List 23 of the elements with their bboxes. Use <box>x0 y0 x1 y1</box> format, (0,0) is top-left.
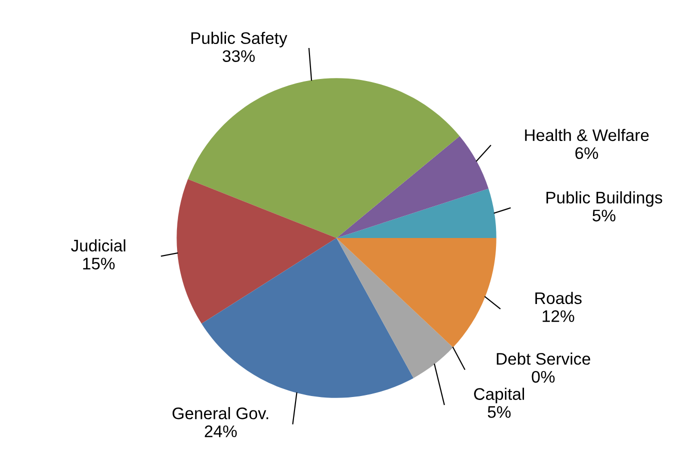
data-label: 33% <box>222 50 255 62</box>
legend-label: Debt Service <box>496 352 590 365</box>
data-label: 5% <box>488 406 511 418</box>
slice-label: Public Buildings <box>546 191 662 207</box>
slice-label: Capital <box>474 388 524 404</box>
pie-slice <box>336 136 489 238</box>
text: 0% <box>532 370 555 383</box>
data-label: 5% <box>592 210 616 222</box>
slice-label: Roads <box>535 292 582 304</box>
pie-slice <box>336 238 496 348</box>
slice-label: Health & Welfare <box>525 128 649 142</box>
data-label: 15% <box>83 258 115 270</box>
pie-slice <box>202 238 414 398</box>
pie-slice <box>336 238 454 378</box>
slice-label: General Gov. <box>172 407 268 420</box>
pie-slice <box>188 78 460 238</box>
pie-slice <box>336 188 496 238</box>
slice-label: Judicial <box>71 239 126 252</box>
data-label: 12% <box>542 310 574 322</box>
data-label: 24% <box>204 425 237 438</box>
pie-slice <box>176 179 336 324</box>
data-label: 6% <box>575 147 598 160</box>
slice-label: Public Safety <box>191 32 288 48</box>
